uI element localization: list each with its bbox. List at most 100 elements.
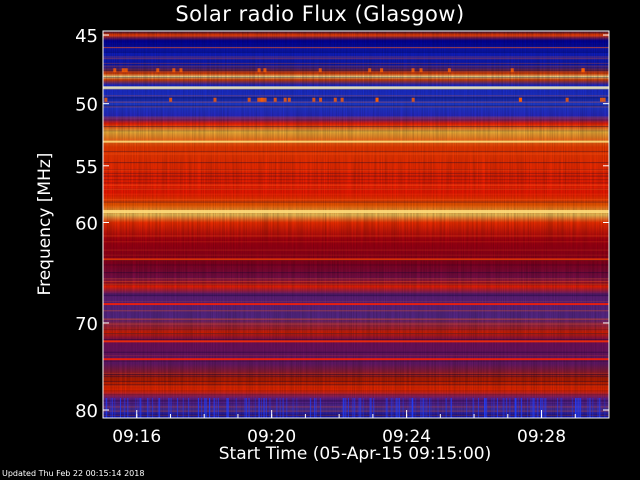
- spectrogram-row: [103, 283, 609, 285]
- spectrogram-row: [103, 162, 609, 164]
- spectrogram-column: [390, 398, 392, 418]
- spectrogram-column: [140, 398, 142, 418]
- spectrogram-blip: [565, 97, 569, 102]
- spectrogram-row: [103, 119, 609, 121]
- spectrogram-column: [545, 398, 547, 418]
- spectrogram-column: [106, 398, 108, 418]
- spectrogram-column: [314, 398, 316, 418]
- spectrogram-column: [345, 398, 347, 418]
- spectrogram-column: [408, 398, 410, 418]
- spectrogram-column: [411, 398, 413, 418]
- spectrogram-row: [103, 400, 609, 402]
- spectrogram-column: [105, 398, 107, 418]
- spectrogram-column: [420, 398, 422, 418]
- spectrogram-row: [103, 74, 609, 76]
- spectrogram-column: [226, 398, 228, 418]
- spectrogram-column: [413, 398, 415, 418]
- spectrogram-row: [103, 403, 609, 405]
- spectrogram-row: [103, 172, 609, 174]
- spectrogram-row: [103, 399, 609, 401]
- spectrogram-blip: [124, 68, 128, 73]
- spectrogram-column: [484, 398, 486, 418]
- spectrogram-column: [319, 398, 321, 418]
- spectrogram-row: [103, 65, 609, 67]
- spectrogram-column: [217, 398, 219, 418]
- spectrogram-column: [412, 398, 414, 418]
- spectrogram-column: [276, 398, 278, 418]
- spectrogram-column: [286, 398, 288, 418]
- spectrogram-row: [103, 105, 609, 107]
- spectrogram-row: [103, 187, 609, 189]
- spectrogram-blip: [518, 97, 522, 102]
- spectrogram-column: [188, 398, 190, 418]
- spectrogram-column: [111, 398, 113, 418]
- spectrogram-row: [103, 106, 609, 108]
- spectrogram-column: [503, 398, 505, 418]
- spectrogram-row: [103, 385, 609, 387]
- spectrogram-row: [103, 280, 609, 282]
- spectrogram-row: [103, 193, 609, 195]
- spectrogram-row: [103, 95, 609, 97]
- spectrogram-column: [430, 398, 432, 418]
- spectrogram-column: [309, 398, 311, 418]
- spectrogram-column: [114, 398, 116, 418]
- spectrogram-column: [412, 398, 414, 418]
- spectrogram-row: [103, 282, 609, 284]
- spectrogram-row: [103, 323, 609, 325]
- spectrogram-row: [103, 235, 609, 237]
- spectrogram-column: [515, 398, 517, 418]
- spectrogram-blip: [263, 97, 267, 102]
- spectrogram-row: [103, 318, 609, 320]
- spectrogram-column: [578, 398, 580, 418]
- spectrogram-column: [139, 398, 141, 418]
- spectrogram-column: [587, 398, 589, 418]
- spectrogram-column: [258, 398, 260, 418]
- spectrogram-row: [103, 372, 609, 374]
- spectrogram-column: [580, 398, 582, 418]
- spectrogram-column: [402, 398, 404, 418]
- spectrogram-column: [235, 398, 237, 418]
- spectrogram-blip: [447, 68, 451, 73]
- spectrogram-column: [373, 398, 375, 418]
- spectrogram-row: [103, 384, 609, 386]
- spectrogram-column: [369, 398, 371, 418]
- spectrogram-row: [103, 410, 609, 412]
- spectrogram-column: [411, 398, 413, 418]
- spectrogram-row: [103, 284, 609, 286]
- spectrogram-column: [485, 398, 487, 418]
- spectrogram-row: [103, 50, 609, 52]
- spectrogram-row: [103, 264, 609, 266]
- spectrogram-column: [110, 398, 112, 418]
- spectrogram-column: [124, 398, 126, 418]
- spectrogram-blip: [287, 97, 291, 102]
- spectrogram-row: [103, 153, 609, 155]
- x-tick-label: 09:20: [247, 427, 296, 447]
- spectrogram-column: [395, 398, 397, 418]
- spectrogram-column: [151, 398, 153, 418]
- spectrogram-row: [103, 76, 609, 78]
- spectrogram-row: [103, 88, 609, 90]
- spectrogram-row: [103, 58, 609, 60]
- spectrogram-column: [514, 398, 516, 418]
- spectrogram-column: [266, 398, 268, 418]
- x-axis-label: Start Time (05-Apr-15 09:15:00): [218, 444, 492, 464]
- chart-title: Solar radio Flux (Glasgow): [175, 2, 465, 26]
- spectrogram-row: [103, 185, 609, 187]
- spectrogram-column: [517, 398, 519, 418]
- spectrogram-column: [227, 398, 229, 418]
- spectrogram-column: [119, 398, 121, 418]
- spectrogram-row: [103, 394, 609, 396]
- spectrogram-column: [147, 398, 149, 418]
- spectrogram-column: [260, 398, 262, 418]
- spectrogram-row: [103, 96, 609, 98]
- spectrogram-blip: [113, 68, 117, 73]
- spectrogram-column: [392, 398, 394, 418]
- spectrogram-blip: [419, 68, 423, 73]
- spectrogram-row: [103, 126, 609, 128]
- spectrogram-column: [344, 398, 346, 418]
- spectrogram-column: [604, 398, 606, 418]
- spectrogram-column: [263, 398, 265, 418]
- emission-band: [103, 210, 609, 214]
- spectrogram-blip: [602, 97, 606, 102]
